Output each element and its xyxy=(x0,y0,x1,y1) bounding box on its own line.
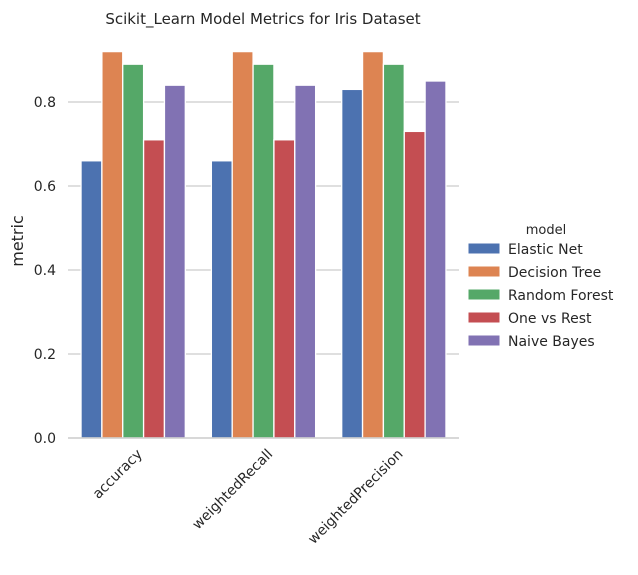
bar xyxy=(101,50,124,439)
bars xyxy=(80,50,447,439)
bar xyxy=(252,63,275,439)
bar xyxy=(163,84,186,439)
legend-label: Decision Tree xyxy=(508,265,601,281)
y-axis-label: metric xyxy=(8,215,27,267)
legend-swatch xyxy=(467,311,501,324)
legend-title: model xyxy=(526,223,566,238)
y-tick-label: 0.6 xyxy=(34,179,56,195)
y-tick-label: 0.4 xyxy=(34,263,56,279)
x-tick-label: weightedRecall xyxy=(190,446,277,533)
bar xyxy=(294,84,317,439)
y-tick-label: 0.8 xyxy=(34,95,56,111)
bar xyxy=(80,160,103,439)
legend-swatch xyxy=(467,334,501,347)
chart-title: Scikit_Learn Model Metrics for Iris Data… xyxy=(105,10,420,29)
legend-swatch xyxy=(467,265,501,278)
bar xyxy=(273,139,296,439)
bar xyxy=(424,80,447,439)
legend: model Elastic Net Decision Tree Random For… xyxy=(467,223,614,350)
bar xyxy=(361,50,385,439)
bar xyxy=(382,63,405,439)
legend-label: Elastic Net xyxy=(508,242,583,258)
bar xyxy=(341,88,364,439)
x-tick-label: accuracy xyxy=(90,446,146,502)
x-tick-label: weightedPrecision xyxy=(305,446,406,547)
legend-swatch xyxy=(467,288,501,301)
bar xyxy=(122,63,145,439)
y-tick-label: 0.2 xyxy=(34,347,56,363)
legend-swatch xyxy=(467,242,501,255)
legend-label: One vs Rest xyxy=(508,311,592,327)
bar xyxy=(142,139,166,439)
legend-items: Elastic Net Decision Tree Random Forest One… xyxy=(467,242,614,350)
bar xyxy=(403,130,426,439)
bar xyxy=(231,50,254,439)
legend-label: Random Forest xyxy=(508,288,614,304)
x-tick-labels: accuracy weightedRecall weightedPrecision xyxy=(90,446,407,547)
bar xyxy=(210,160,233,439)
y-tick-label: 0.0 xyxy=(34,431,56,447)
legend-label: Naive Bayes xyxy=(508,334,595,350)
y-tick-labels: 0.0 0.2 0.4 0.6 0.8 xyxy=(34,95,56,447)
